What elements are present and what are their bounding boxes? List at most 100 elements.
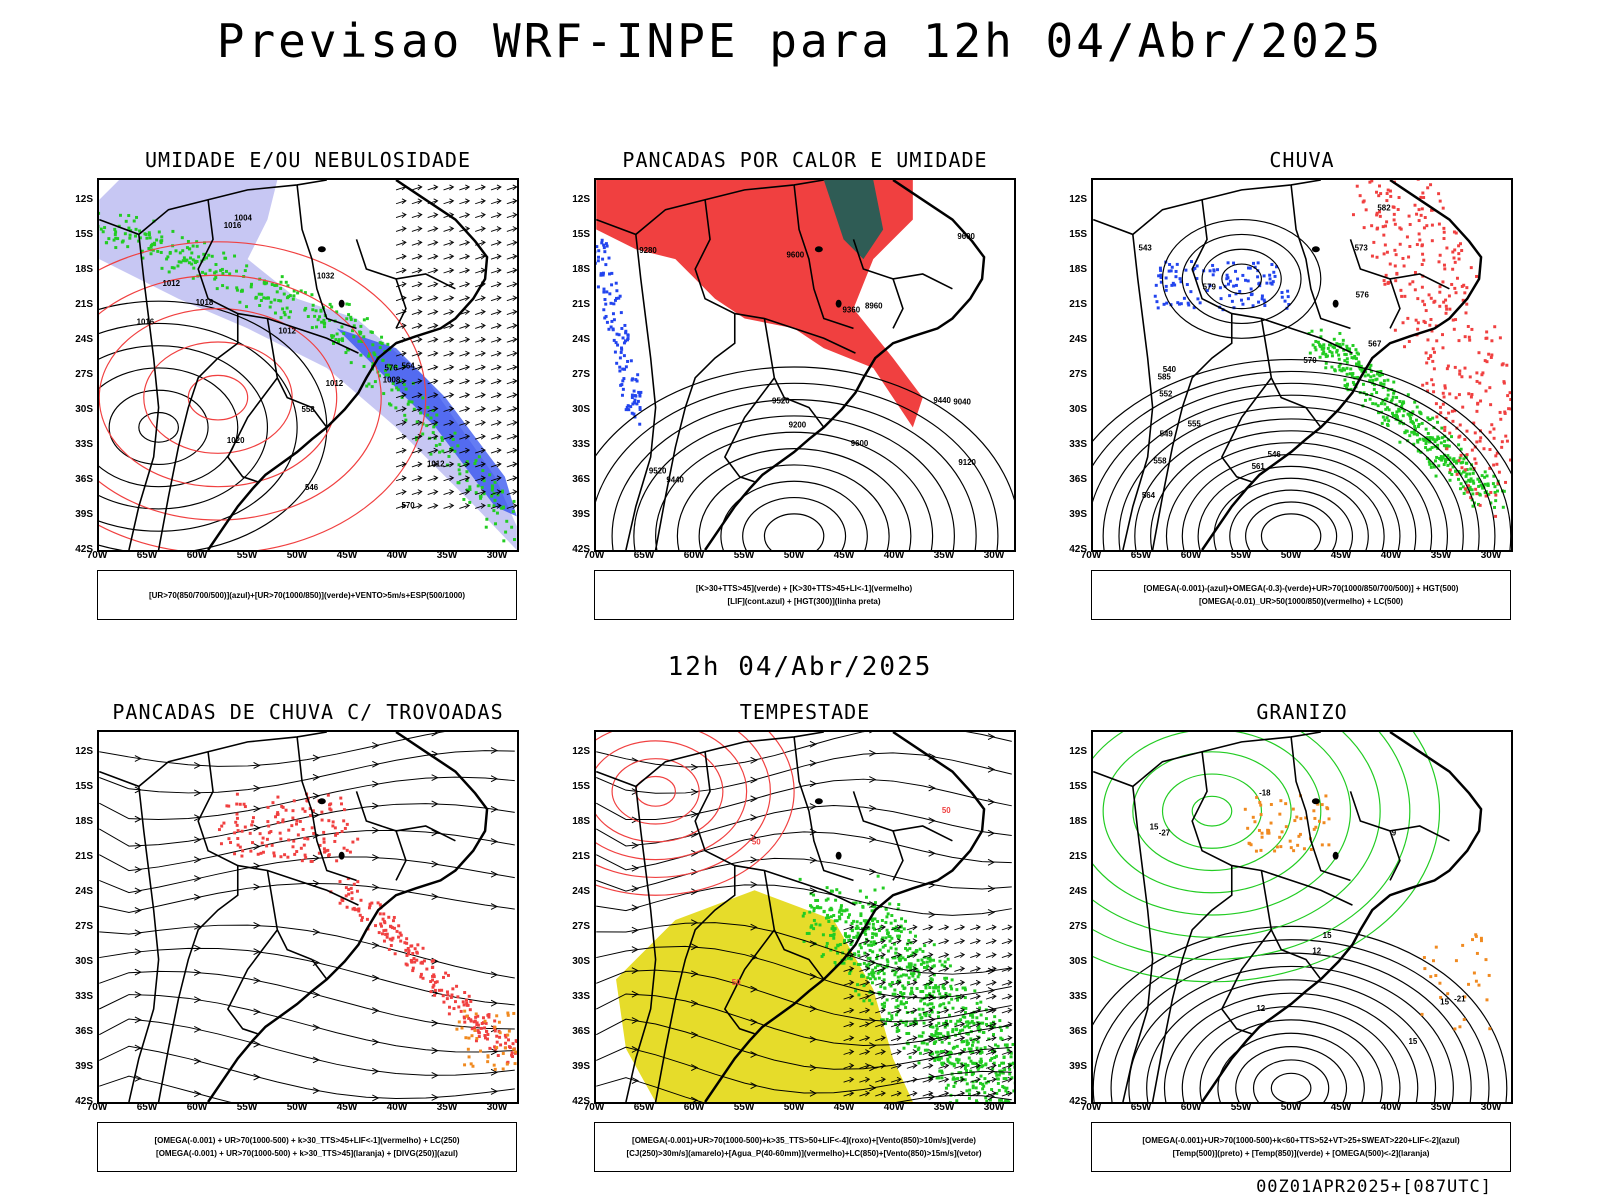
lon-tick-label: 40W	[883, 1102, 905, 1113]
lat-tick-label: 33S	[1069, 439, 1087, 450]
lat-tick-label: 36S	[572, 1026, 590, 1037]
contour-label: 9040	[953, 397, 971, 406]
contour-label: 1012	[162, 279, 180, 288]
lat-tick-label: 21S	[75, 299, 93, 310]
panel-title: PANCADAS DE CHUVA C/ TROVOADAS	[112, 700, 504, 724]
panel-title: TEMPESTADE	[739, 700, 871, 724]
contour-label: 576	[1356, 290, 1370, 299]
pressure-isobars	[99, 300, 328, 550]
lon-tick-label: 50W	[286, 1102, 308, 1113]
panel-legend: [OMEGA(-0.001)+UR>70(1000-500)+k>35_TTS>…	[594, 1122, 1014, 1172]
contour-label: 564	[1142, 491, 1156, 500]
map-canvas: 582 579 576 573 570 567 564 561 558 555 552 549 546 5…	[1093, 180, 1511, 550]
contour-label: 579	[1203, 282, 1217, 291]
lon-tick-label: 60W	[186, 550, 208, 561]
lat-tick-label: 33S	[572, 991, 590, 1002]
lat-tick-label: 42S	[572, 1096, 590, 1107]
lat-tick-label: 36S	[75, 1026, 93, 1037]
omega-orange-area-east	[1420, 933, 1492, 1031]
lon-tick-label: 35W	[1430, 550, 1452, 561]
coastline-borders	[596, 180, 986, 550]
panel-title: PANCADAS POR CALOR E UMIDADE	[622, 148, 988, 172]
lat-tick-label: 27S	[572, 369, 590, 380]
contour-label: 585	[1158, 373, 1172, 382]
lon-tick-label: 55W	[1230, 550, 1252, 561]
lon-tick-label: 45W	[833, 1102, 855, 1113]
legend-line: [CJ(250)>30m/s](amarelo)+[Agua_P(40-60mm…	[626, 1149, 982, 1158]
lat-tick-label: 30S	[1069, 404, 1087, 415]
lon-tick-label: 35W	[933, 550, 955, 561]
convective-red-area	[596, 180, 923, 428]
lat-tick-label: 21S	[1069, 851, 1087, 862]
lon-tick-label: 30W	[983, 550, 1005, 561]
lat-tick-label: 33S	[75, 439, 93, 450]
contour-label: 9520	[649, 467, 667, 476]
lon-tick-label: 40W	[386, 1102, 408, 1113]
lat-tick-label: 18S	[572, 816, 590, 827]
lat-tick-label: 42S	[1069, 544, 1087, 555]
storm-orange-area	[455, 1009, 517, 1071]
lon-tick-label: 60W	[186, 1102, 208, 1113]
lon-tick-label: 45W	[1330, 550, 1352, 561]
contour-label: 9280	[639, 246, 657, 255]
contour-label: 15	[1409, 1037, 1418, 1046]
contour-label: 9600	[957, 232, 975, 241]
coastline-borders	[99, 180, 489, 550]
lon-tick-label: 45W	[1330, 1102, 1352, 1113]
contour-label: 558	[1153, 457, 1167, 466]
contour-label: 1020	[227, 436, 245, 445]
lat-tick-label: 36S	[572, 474, 590, 485]
lon-tick-label: 30W	[983, 1102, 1005, 1113]
page-title: Previsao WRF-INPE para 12h 04/Abr/2025	[216, 14, 1384, 68]
lat-tick-label: 33S	[572, 439, 590, 450]
coastline-borders	[596, 732, 986, 1102]
contour-label: 50	[752, 838, 761, 847]
lat-tick-label: 24S	[572, 334, 590, 345]
contour-label: 9120	[958, 458, 976, 467]
lat-tick-label: 21S	[572, 299, 590, 310]
lon-tick-label: 50W	[783, 1102, 805, 1113]
contour-label: 582	[1377, 204, 1391, 213]
contour-label: 1012	[326, 379, 344, 388]
panel-legend: [OMEGA(-0.001)-(azul)+OMEGA(-0.3)-(verde…	[1091, 570, 1511, 620]
lon-tick-label: 30W	[1480, 1102, 1502, 1113]
lon-tick-label: 40W	[1380, 1102, 1402, 1113]
lat-tick-label: 15S	[1069, 229, 1087, 240]
contour-label: 558	[301, 405, 315, 414]
lon-tick-label: 60W	[1180, 1102, 1202, 1113]
humidity-upper-blue	[336, 328, 517, 517]
lat-tick-label: 12S	[75, 746, 93, 757]
legend-line: [UR>70(850/700/500)](azul)+[UR>70(1000/8…	[148, 590, 466, 600]
lat-tick-label: 18S	[75, 816, 93, 827]
lifted-index-blue	[596, 238, 643, 426]
precipitable-water-contours	[596, 732, 795, 896]
weather-map: 1018 1012 1012 1016 1020 1032 1016 1012 1012 1008…	[97, 178, 519, 552]
contour-label: 9	[1392, 829, 1397, 838]
lon-tick-label: 65W	[1130, 550, 1152, 561]
contour-label: 552	[1159, 390, 1173, 399]
contour-label: 15	[1440, 998, 1449, 1007]
contour-label: 546	[1268, 450, 1282, 459]
contour-label: 9360	[843, 306, 861, 315]
map-canvas	[99, 732, 517, 1102]
lat-tick-label: 27S	[572, 921, 590, 932]
contour-label: 9520	[772, 397, 790, 406]
lat-tick-label: 30S	[75, 956, 93, 967]
lat-tick-label: 27S	[75, 369, 93, 380]
legend-line: [OMEGA(-0.001) + UR>70(1000-500) + k>30_…	[154, 1136, 460, 1145]
weather-map: 9600 9600 9520 9600 9440 9360 9280 9200 9120 9040…	[594, 178, 1016, 552]
lon-tick-label: 55W	[1230, 1102, 1252, 1113]
height-500-contours	[1093, 359, 1511, 550]
legend-line: [OMEGA(-0.001)+UR>70(1000-500)+k<60+TTS>…	[1142, 1136, 1460, 1145]
lat-tick-label: 24S	[75, 886, 93, 897]
panel-legend: [K>30+TTS>45](verde) + [K>30+TTS>45+LI<-…	[594, 570, 1014, 620]
contour-label: -27	[1159, 829, 1171, 838]
lat-tick-label: 42S	[1069, 1096, 1087, 1107]
panel-legend: [OMEGA(-0.001) + UR>70(1000-500) + k>30_…	[97, 1122, 517, 1172]
lon-tick-label: 40W	[1380, 550, 1402, 561]
contour-label: 1004	[234, 213, 252, 222]
lon-tick-label: 55W	[733, 550, 755, 561]
legend-line: [Temp(500)](preto) + [Temp(850)](verde) …	[1172, 1149, 1430, 1158]
panel-legend: [UR>70(850/700/500)](azul)+[UR>70(1000/8…	[97, 570, 517, 620]
